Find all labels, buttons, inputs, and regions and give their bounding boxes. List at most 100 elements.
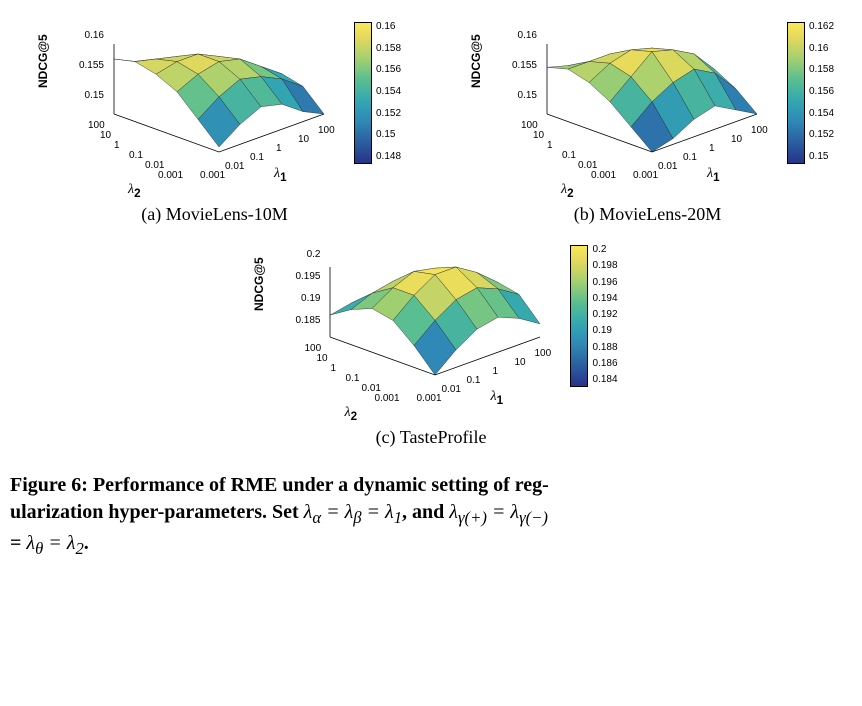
xtick: 100 — [318, 125, 335, 136]
cbar-tick: 0.158 — [809, 65, 834, 75]
panel-c-row: NDCG@5 0.2 0.195 0.19 0.185 100 10 1 0.1… — [244, 233, 617, 423]
xtick: 100 — [534, 348, 551, 359]
sub: 1 — [713, 171, 719, 184]
figure-grid: NDCG@5 0.16 0.155 0.15 100 10 1 0.1 0.01… — [10, 10, 852, 448]
caption-text: Performance of RME under a dynamic setti… — [93, 474, 549, 496]
panel-b-plot: NDCG@5 0.16 0.155 0.15 100 10 1 0.1 0.01… — [461, 10, 781, 200]
panel-a-colorbar: 0.16 0.158 0.156 0.154 0.152 0.15 0.148 — [354, 22, 401, 162]
xtick: 1 — [276, 143, 282, 154]
panel-b-colorbar: 0.162 0.16 0.158 0.156 0.154 0.152 0.15 — [787, 22, 834, 162]
xtick: 0.001 — [416, 393, 441, 404]
cbar-tick: 0.2 — [592, 245, 617, 255]
ytick: 0.001 — [591, 170, 616, 181]
caption-eq: λα = λβ = λ1 — [304, 501, 402, 523]
xtick: 0.001 — [200, 170, 225, 181]
ztick: 0.16 — [74, 30, 104, 41]
sub: 2 — [567, 187, 573, 200]
sub: 2 — [134, 187, 140, 200]
xtick: 10 — [731, 134, 742, 145]
sub: 1 — [280, 171, 286, 184]
colorbar-ticks: 0.2 0.198 0.196 0.194 0.192 0.19 0.188 0… — [592, 245, 617, 385]
cbar-tick: 0.16 — [376, 22, 401, 32]
cbar-tick: 0.16 — [809, 44, 834, 54]
panel-b-zlabel: NDCG@5 — [469, 34, 483, 88]
ztick: 0.2 — [290, 249, 320, 260]
cbar-tick: 0.196 — [592, 278, 617, 288]
colorbar-gradient — [354, 22, 372, 164]
panel-c-xlabel: λ1 — [490, 389, 503, 407]
ztick: 0.15 — [507, 90, 537, 101]
ytick: 0.1 — [129, 150, 143, 161]
panel-b-xlabel: λ1 — [707, 166, 720, 184]
cbar-tick: 0.154 — [376, 87, 401, 97]
panel-b-caption: (b) MovieLens-20M — [574, 204, 721, 225]
ytick: 10 — [100, 130, 111, 141]
cbar-tick: 0.152 — [809, 130, 834, 140]
cbar-tick: 0.152 — [376, 109, 401, 119]
panel-a: NDCG@5 0.16 0.155 0.15 100 10 1 0.1 0.01… — [28, 10, 401, 225]
ytick: 1 — [330, 363, 336, 374]
xtick: 0.1 — [683, 152, 697, 163]
xtick: 0.01 — [225, 161, 244, 172]
cbar-tick: 0.19 — [592, 326, 617, 336]
colorbar-gradient — [787, 22, 805, 164]
ytick: 0.001 — [158, 170, 183, 181]
panel-a-plot: NDCG@5 0.16 0.155 0.15 100 10 1 0.1 0.01… — [28, 10, 348, 200]
panel-a-row: NDCG@5 0.16 0.155 0.15 100 10 1 0.1 0.01… — [28, 10, 401, 200]
panel-c-colorbar: 0.2 0.198 0.196 0.194 0.192 0.19 0.188 0… — [570, 245, 617, 385]
figure-caption: Figure 6: Performance of RME under a dyn… — [10, 472, 852, 560]
xtick: 0.001 — [633, 170, 658, 181]
caption-text: ularization hyper-parameters. Set — [10, 501, 304, 523]
xtick: 10 — [514, 357, 525, 368]
caption-text: . — [84, 532, 89, 554]
panel-c-ylabel: λ2 — [344, 405, 357, 423]
panel-a-caption: (a) MovieLens-10M — [141, 204, 287, 225]
cbar-tick: 0.194 — [592, 294, 617, 304]
ytick: 0.001 — [374, 393, 399, 404]
cbar-tick: 0.188 — [592, 343, 617, 353]
colorbar-ticks: 0.16 0.158 0.156 0.154 0.152 0.15 0.148 — [376, 22, 401, 162]
panel-a-zlabel: NDCG@5 — [36, 34, 50, 88]
panel-c: NDCG@5 0.2 0.195 0.19 0.185 100 10 1 0.1… — [244, 233, 617, 448]
panel-c-plot: NDCG@5 0.2 0.195 0.19 0.185 100 10 1 0.1… — [244, 233, 564, 423]
cbar-tick: 0.158 — [376, 44, 401, 54]
panel-b: NDCG@5 0.16 0.155 0.15 100 10 1 0.1 0.01… — [461, 10, 834, 225]
cbar-tick: 0.186 — [592, 359, 617, 369]
ztick: 0.185 — [290, 315, 320, 326]
cbar-tick: 0.148 — [376, 152, 401, 162]
ztick: 0.155 — [74, 60, 104, 71]
xtick: 1 — [492, 366, 498, 377]
ztick: 0.155 — [507, 60, 537, 71]
colorbar-ticks: 0.162 0.16 0.158 0.156 0.154 0.152 0.15 — [809, 22, 834, 162]
ztick: 0.195 — [290, 271, 320, 282]
ytick: 1 — [547, 140, 553, 151]
xtick: 0.1 — [250, 152, 264, 163]
ytick: 0.1 — [345, 373, 359, 384]
panel-b-row: NDCG@5 0.16 0.155 0.15 100 10 1 0.1 0.01… — [461, 10, 834, 200]
panel-b-ylabel: λ2 — [561, 182, 574, 200]
panel-a-ylabel: λ2 — [128, 182, 141, 200]
ytick: 0.1 — [562, 150, 576, 161]
sub: 2 — [351, 410, 357, 423]
cbar-tick: 0.184 — [592, 375, 617, 385]
ytick: 1 — [114, 140, 120, 151]
cbar-tick: 0.156 — [376, 65, 401, 75]
ztick: 0.15 — [74, 90, 104, 101]
sub: 1 — [497, 394, 503, 407]
caption-text: , and — [402, 501, 449, 523]
cbar-tick: 0.156 — [809, 87, 834, 97]
cbar-tick: 0.154 — [809, 109, 834, 119]
xtick: 1 — [709, 143, 715, 154]
xtick: 0.01 — [658, 161, 677, 172]
xtick: 0.01 — [441, 384, 460, 395]
figure-number: Figure 6: — [10, 474, 88, 496]
cbar-tick: 0.162 — [809, 22, 834, 32]
ytick: 10 — [533, 130, 544, 141]
colorbar-gradient — [570, 245, 588, 387]
ytick: 10 — [316, 353, 327, 364]
xtick: 10 — [298, 134, 309, 145]
cbar-tick: 0.15 — [809, 152, 834, 162]
cbar-tick: 0.15 — [376, 130, 401, 140]
ztick: 0.16 — [507, 30, 537, 41]
panel-c-caption: (c) TasteProfile — [376, 427, 487, 448]
